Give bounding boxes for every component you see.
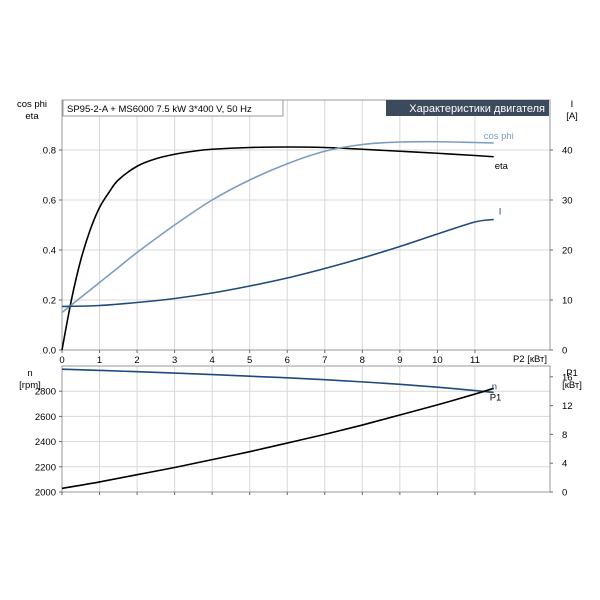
top-x-tick-label: 4	[210, 355, 215, 366]
bottom-left-axis-label-2: [rpm]	[19, 380, 41, 391]
top-x-tick-label: 3	[172, 355, 177, 366]
top-x-tick-label: 0	[59, 355, 64, 366]
bottom-right-y-tick-label: 0	[562, 488, 567, 499]
top-left-y-tick-label: 0.0	[43, 346, 56, 357]
top-right-y-tick-label: 20	[562, 246, 573, 257]
top-left-axis-label-2: eta	[25, 111, 39, 122]
bottom-left-y-tick-label: 2400	[35, 437, 56, 448]
top-series-i-line	[61, 218, 494, 308]
top-left-y-tick-label: 0.2	[43, 296, 56, 307]
top-plot-frame	[61, 99, 551, 351]
bottom-plot-frame	[61, 365, 551, 493]
top-plot-grid	[61, 100, 550, 351]
chart-title-box	[386, 100, 549, 116]
top-left-y-tick-label: 0.6	[43, 196, 56, 207]
top-x-tick-label: 5	[247, 355, 252, 366]
bottom-series-p1-label: P1	[490, 392, 502, 403]
bottom-left-y-tick-label: 2000	[35, 488, 56, 499]
bottom-series-n-line	[61, 368, 494, 394]
top-plot-series: eta cos phi I	[61, 131, 514, 351]
top-x-tick-label: 1	[97, 355, 102, 366]
bottom-left-y-tick-label: 2800	[35, 387, 56, 398]
top-series-eta-label: eta	[495, 161, 509, 172]
top-x-axis-label: P2 [кВт]	[513, 354, 547, 365]
top-x-tick-label: 10	[432, 355, 443, 366]
top-x-tick-label: 6	[285, 355, 290, 366]
pump-model-label: SP95-2-A + MS6000 7.5 kW 3*400 V, 50 Hz	[67, 104, 252, 115]
bottom-series-p1-line	[61, 387, 494, 490]
top-left-axis-label-1: cos phi	[17, 99, 47, 110]
bottom-right-y-tick-label: 4	[562, 459, 567, 470]
bottom-right-y-tick-label: 12	[562, 401, 573, 412]
top-right-y-tick-label: 0	[562, 346, 567, 357]
top-series-eta-line	[61, 146, 494, 351]
bottom-right-axis-label-2: [кВт]	[562, 380, 582, 391]
bottom-left-y-tick-label: 2200	[35, 462, 56, 473]
bottom-plot-series: nP1	[61, 368, 502, 490]
bottom-series-n-label: n	[492, 381, 497, 392]
top-right-axis-label-1: I	[571, 99, 574, 110]
top-left-y-tick-label: 0.4	[43, 246, 56, 257]
top-plot-ticks: 0 1 2 3 4 5 6 7 8 9 10 11 0.0 0.2 0.4 0.6 0.8 0 10 20 30 40	[43, 146, 573, 367]
bottom-plot-grid	[61, 366, 550, 493]
bottom-left-y-tick-label: 2600	[35, 412, 56, 423]
top-x-tick-label: 8	[360, 355, 365, 366]
top-x-tick-label: 11	[470, 355, 480, 366]
top-series-cos-phi-line	[61, 140, 494, 314]
top-series-cos-phi-label: cos phi	[484, 131, 514, 142]
bottom-right-y-tick-label: 8	[562, 430, 567, 441]
top-left-y-tick-label: 0.8	[43, 146, 56, 157]
bottom-right-axis-label-1: P1	[566, 368, 578, 379]
bottom-left-axis-label-1: n	[27, 368, 32, 379]
bottom-right-y-tick-label: 16	[562, 372, 573, 383]
top-right-y-tick-label: 30	[562, 196, 573, 207]
chart-title: Характеристики двигателя	[409, 103, 545, 115]
top-series-i-label: I	[499, 207, 502, 218]
top-x-tick-label: 9	[397, 355, 402, 366]
top-x-tick-label: 7	[322, 355, 327, 366]
top-right-axis-label-2: [A]	[566, 111, 578, 122]
pump-model-label-box	[62, 99, 284, 117]
top-x-tick-label: 2	[134, 355, 139, 366]
bottom-plot-ticks: 2000 2200 2400 2600 2800 0 4 8 12 16	[35, 372, 573, 498]
top-right-y-tick-label: 40	[562, 146, 573, 157]
top-right-y-tick-label: 10	[562, 296, 573, 307]
